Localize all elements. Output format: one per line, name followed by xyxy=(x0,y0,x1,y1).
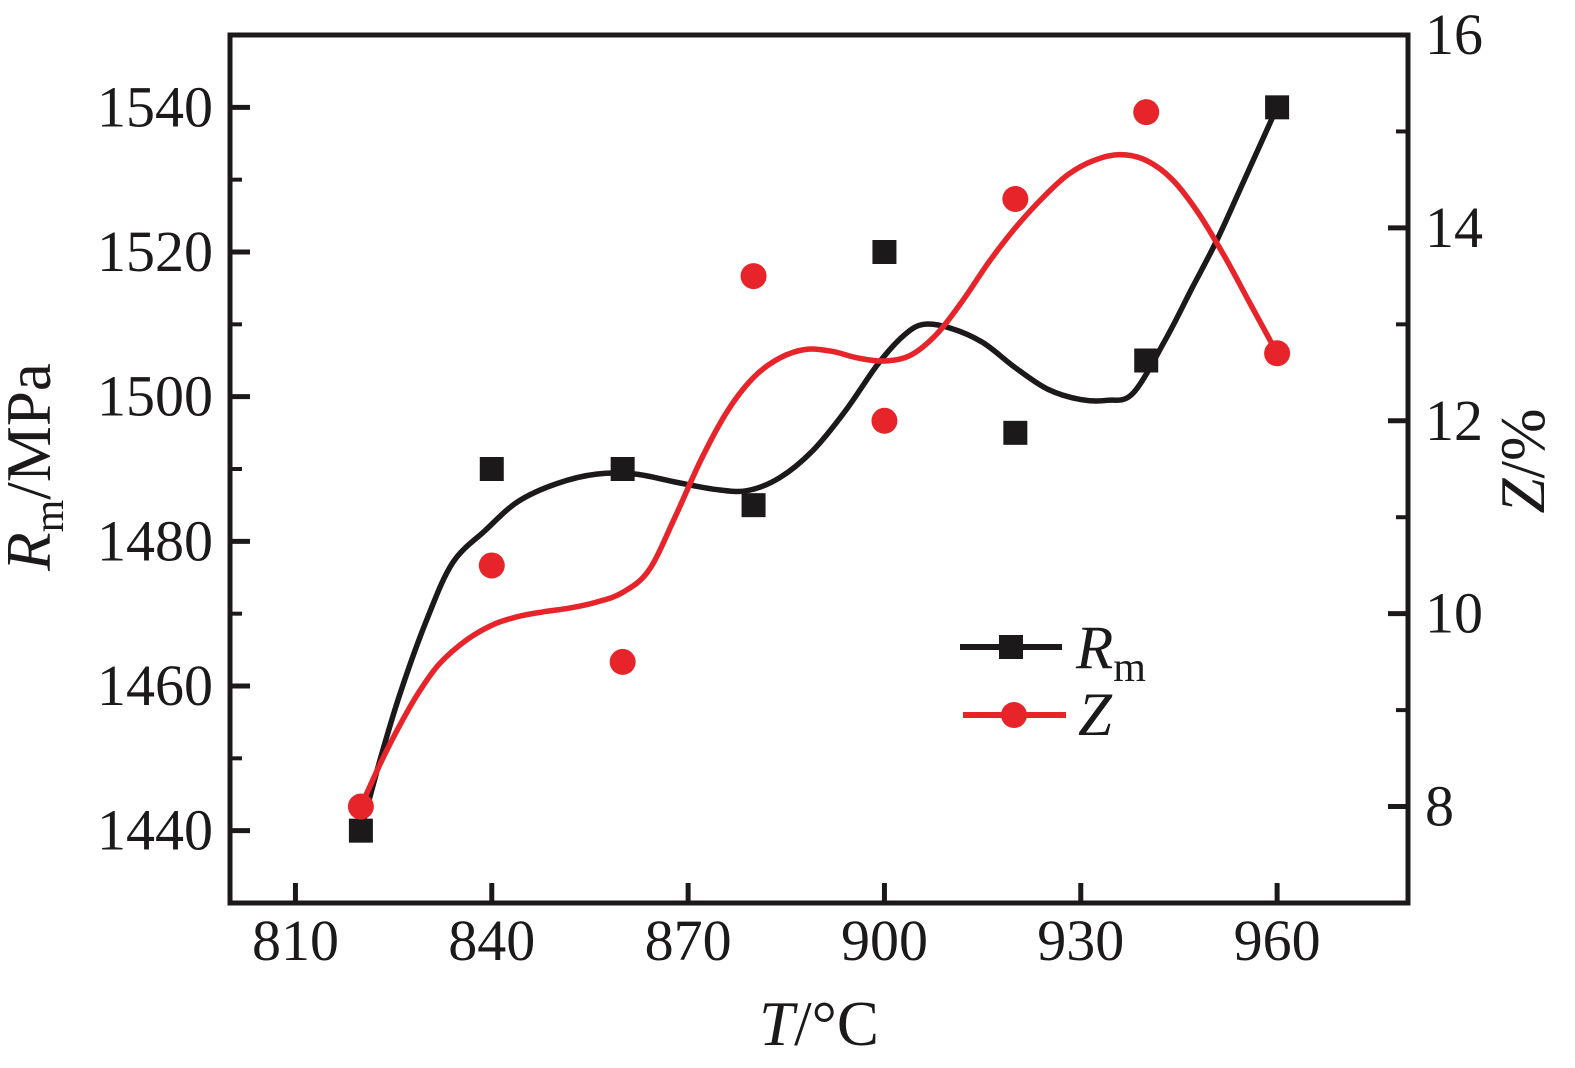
left-tick-label: 1500 xyxy=(97,364,213,429)
right-tick-label: 8 xyxy=(1425,774,1454,839)
z-data-point xyxy=(871,407,898,434)
right-tick-label: 10 xyxy=(1425,581,1483,646)
z-data-point xyxy=(347,793,374,820)
z-data-point xyxy=(478,552,505,579)
x-tick-label: 960 xyxy=(1234,908,1321,973)
rm-data-point xyxy=(1134,348,1159,373)
right-tick-label: 12 xyxy=(1425,388,1483,453)
x-tick-label: 930 xyxy=(1037,908,1124,973)
z-trend-curve xyxy=(358,151,1280,810)
x-tick-label: 840 xyxy=(448,908,535,973)
legend: Rm Z xyxy=(960,615,1146,749)
rm-data-point xyxy=(1003,420,1028,445)
axis-tick-labels: 810 840 870 900 930 9601440146014801500152015… xyxy=(97,2,1483,973)
right-tick-label: 14 xyxy=(1425,195,1483,260)
z-data-point xyxy=(1264,340,1291,367)
z-data-point xyxy=(740,263,767,290)
right-tick-label: 16 xyxy=(1425,2,1483,67)
rm-data-point xyxy=(872,240,897,264)
rm-data-point xyxy=(348,818,373,843)
z-data-point xyxy=(1133,99,1160,126)
left-tick-label: 1440 xyxy=(97,798,213,863)
rm-trend-curve xyxy=(358,104,1280,834)
rm-data-point xyxy=(479,457,504,481)
left-tick-label: 1520 xyxy=(97,219,213,284)
rm-data-point xyxy=(741,493,766,518)
legend-label-z: Z xyxy=(1078,682,1113,749)
x-tick-label: 900 xyxy=(841,908,928,973)
x-tick-label: 870 xyxy=(645,908,732,973)
plot-frame xyxy=(227,32,1411,906)
x-axis-title: T/°C xyxy=(759,989,879,1059)
legend-label-rm: Rm xyxy=(1075,615,1146,691)
legend-marker-rm-square xyxy=(999,635,1023,659)
left-tick-label: 1460 xyxy=(97,653,213,718)
z-data-point xyxy=(609,648,636,675)
left-tick-label: 1480 xyxy=(97,508,213,573)
left-axis-title: Rm/MPa xyxy=(0,363,73,572)
z-data-point xyxy=(1002,185,1029,212)
rm-data-point xyxy=(1265,95,1290,120)
right-axis-title: Z/% xyxy=(1488,408,1558,513)
trend-curves xyxy=(358,104,1280,834)
x-tick-label: 810 xyxy=(252,908,339,973)
axis-ticks xyxy=(230,32,1408,903)
legend-marker-z-circle xyxy=(1001,702,1027,728)
left-tick-label: 1540 xyxy=(97,74,213,139)
rm-data-point xyxy=(610,457,635,481)
data-point-markers xyxy=(347,95,1291,843)
